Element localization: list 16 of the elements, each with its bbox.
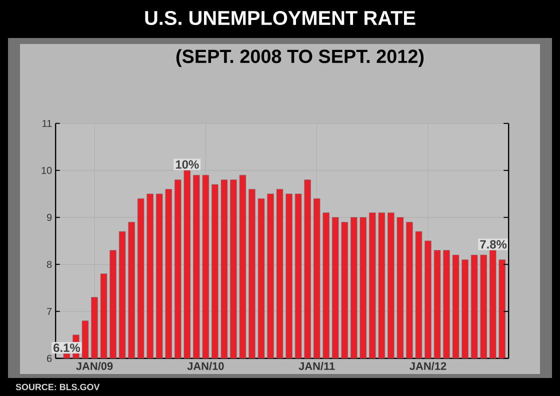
data-label: 6.1% bbox=[54, 344, 80, 352]
chart-title: U.S. UNEMPLOYMENT RATE bbox=[145, 10, 416, 26]
annotation: 7.8% bbox=[480, 240, 507, 249]
y-tick-label: 7 bbox=[47, 308, 52, 315]
x-tick-label: JAN/09 bbox=[76, 362, 113, 370]
y-tick-label: 11 bbox=[42, 120, 52, 127]
x-tick-label: JAN/10 bbox=[187, 362, 224, 370]
y-tick-label: 6 bbox=[47, 354, 52, 362]
y-tick-label: 9 bbox=[46, 214, 52, 221]
x-tick-label: JAN/11 bbox=[298, 362, 335, 370]
data-label: 10% bbox=[176, 160, 199, 169]
x-tick-label: JAN/12 bbox=[410, 362, 446, 370]
chart-subtitle: (SEPT. 2008 TO SEPT. 2012) bbox=[176, 49, 424, 67]
source-note: SOURCE: BLS.GOV bbox=[16, 384, 100, 390]
y-tick-label: 10 bbox=[42, 166, 52, 174]
y-tick-label: 8 bbox=[46, 260, 52, 268]
